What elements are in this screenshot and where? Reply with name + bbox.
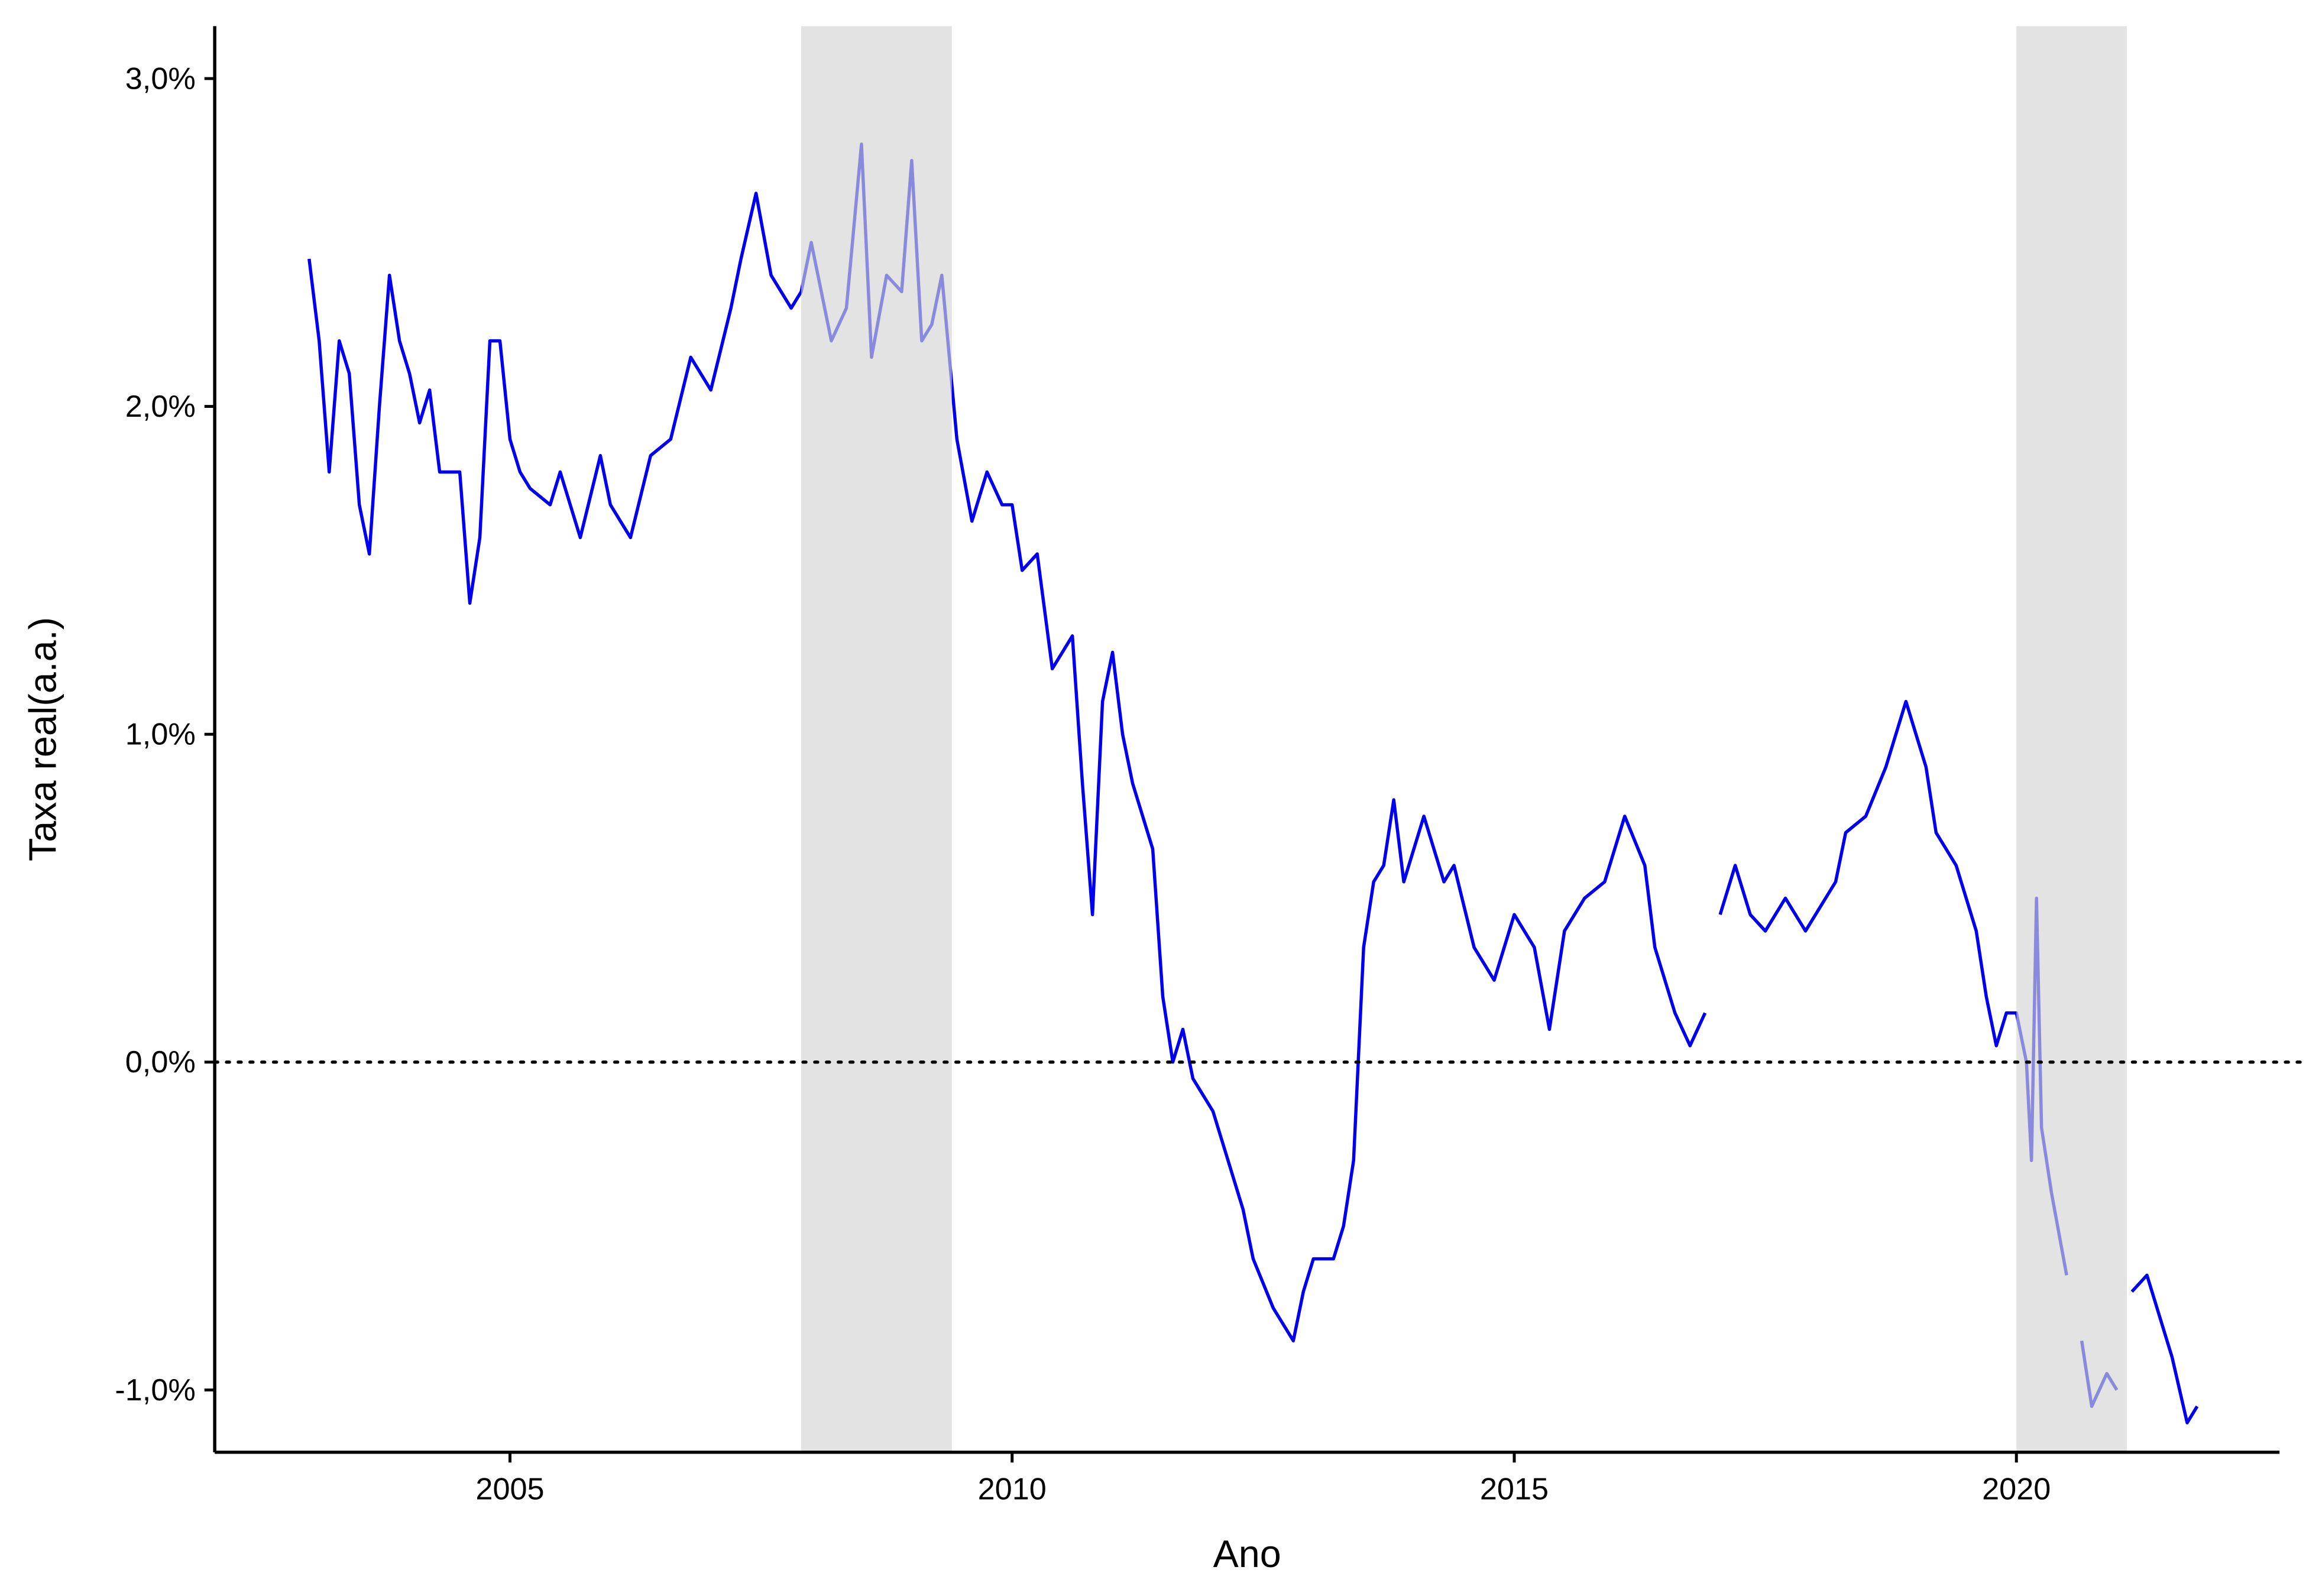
shaded-region (2016, 26, 2127, 1452)
y-tick-label: 3,0% (125, 61, 196, 96)
y-tick-label: -1,0% (115, 1373, 195, 1407)
x-tick-label: 2015 (1480, 1472, 1549, 1506)
data-line (307, 142, 2199, 1425)
y-tick-label: 1,0% (125, 718, 196, 752)
x-tick-label: 2010 (978, 1472, 1047, 1506)
y-tick-label: 2,0% (125, 390, 196, 424)
x-tick-label: 2005 (475, 1472, 544, 1506)
x-tick-label: 2020 (1982, 1472, 2051, 1506)
shaded-region (801, 26, 952, 1452)
y-tick-label: 0,0% (125, 1045, 196, 1079)
y-axis-title: Taxa real(a.a.) (21, 617, 64, 861)
x-axis-title: Ano (1213, 1532, 1281, 1575)
